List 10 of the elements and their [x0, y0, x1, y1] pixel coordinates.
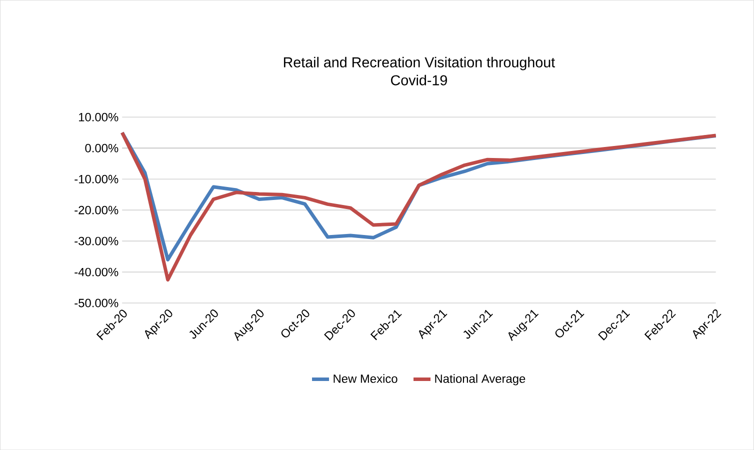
y-tick-label: -20.00% — [74, 206, 118, 214]
y-tick-label: -50.00% — [74, 298, 118, 308]
y-tick-label: 10.00% — [79, 112, 118, 122]
y-tick-label: -40.00% — [74, 268, 118, 276]
legend-label: National Average — [435, 374, 526, 386]
y-tick-label: -10.00% — [74, 174, 118, 184]
legend-label: New Mexico — [334, 374, 398, 383]
chart-title: Retail and Recreation Visitation throughout Covid-19 — [284, 56, 555, 86]
y-tick-label: 0.00% — [85, 144, 118, 152]
y-tick-label: -30.00% — [74, 236, 118, 246]
